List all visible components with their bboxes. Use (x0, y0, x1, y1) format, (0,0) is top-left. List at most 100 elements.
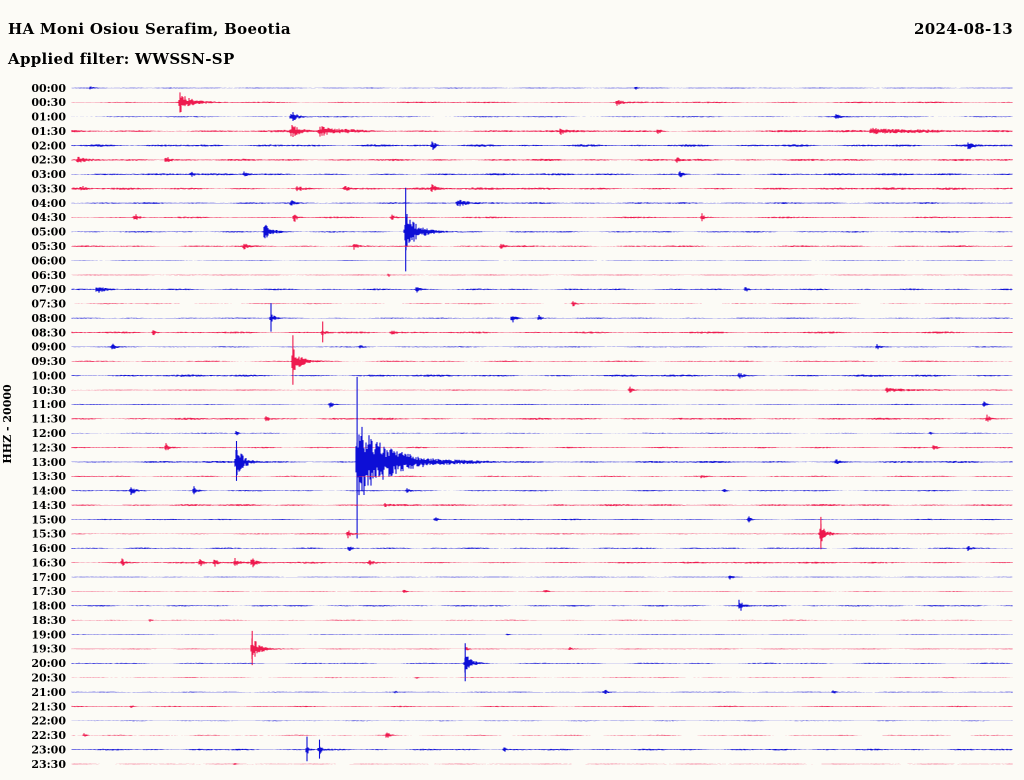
trace-22:30 (71, 732, 1013, 738)
time-label-21:00: 21:00 (31, 686, 66, 699)
trace-05:30 (71, 243, 1013, 250)
time-label-10:00: 10:00 (31, 370, 66, 383)
trace-12:30 (71, 443, 1013, 451)
trace-10:30 (71, 386, 1013, 393)
trace-18:30 (71, 619, 1013, 622)
trace-08:30 (71, 321, 1013, 343)
trace-21:30 (71, 705, 1013, 708)
time-label-06:30: 06:30 (31, 269, 66, 282)
trace-00:30 (71, 92, 1013, 113)
time-label-11:00: 11:00 (31, 398, 66, 411)
trace-08:00 (71, 303, 1013, 332)
trace-14:30 (71, 503, 1013, 507)
trace-16:30 (71, 558, 1013, 568)
trace-07:00 (71, 287, 1013, 293)
time-label-14:00: 14:00 (31, 485, 66, 498)
time-label-02:30: 02:30 (31, 154, 66, 167)
time-label-23:00: 23:00 (31, 743, 66, 756)
time-label-18:30: 18:30 (31, 614, 66, 627)
time-label-03:30: 03:30 (31, 183, 66, 196)
trace-17:00 (71, 575, 1013, 580)
trace-12:00 (71, 431, 1013, 436)
time-label-08:00: 08:00 (31, 312, 66, 325)
trace-11:00 (71, 401, 1013, 408)
time-label-02:00: 02:00 (31, 139, 66, 152)
trace-07:30 (71, 301, 1013, 307)
trace-03:30 (71, 184, 1013, 192)
trace-02:30 (71, 156, 1013, 163)
trace-06:30 (71, 273, 1013, 277)
time-label-12:00: 12:00 (31, 427, 66, 440)
time-label-04:30: 04:30 (31, 211, 66, 224)
trace-13:30 (71, 475, 1013, 479)
time-label-19:30: 19:30 (31, 643, 66, 656)
time-label-15:30: 15:30 (31, 528, 66, 541)
trace-04:30 (71, 213, 1013, 222)
time-label-13:00: 13:00 (31, 456, 66, 469)
time-label-15:00: 15:00 (31, 513, 66, 526)
time-label-17:30: 17:30 (31, 585, 66, 598)
trace-19:30 (71, 630, 1013, 666)
time-label-00:00: 00:00 (31, 82, 66, 95)
trace-20:00 (71, 643, 1013, 682)
time-label-22:30: 22:30 (31, 729, 66, 742)
trace-03:00 (71, 171, 1013, 178)
y-axis-channel-scale-label: HHZ - 20000 (1, 384, 14, 464)
trace-23:00 (71, 736, 1013, 762)
trace-20:30 (71, 677, 1013, 679)
trace-22:00 (71, 720, 1013, 722)
time-label-04:00: 04:00 (31, 197, 66, 210)
time-label-23:30: 23:30 (31, 758, 66, 771)
trace-01:30 (71, 125, 1013, 137)
trace-15:30 (71, 516, 1013, 550)
time-label-01:00: 01:00 (31, 111, 66, 124)
trace-14:00 (71, 486, 1013, 495)
trace-05:00 (71, 187, 1013, 272)
time-label-11:30: 11:30 (31, 413, 66, 426)
trace-00:00 (71, 86, 1013, 90)
time-label-08:30: 08:30 (31, 326, 66, 339)
trace-04:00 (71, 199, 1013, 207)
time-label-20:00: 20:00 (31, 657, 66, 670)
time-label-07:00: 07:00 (31, 283, 66, 296)
trace-10:00 (71, 372, 1013, 379)
time-label-22:00: 22:00 (31, 715, 66, 728)
time-label-03:00: 03:00 (31, 168, 66, 181)
trace-18:00 (71, 599, 1013, 611)
time-label-16:00: 16:00 (31, 542, 66, 555)
trace-17:30 (71, 589, 1013, 593)
trace-01:00 (71, 112, 1013, 121)
time-label-21:30: 21:30 (31, 700, 66, 713)
time-label-09:00: 09:00 (31, 341, 66, 354)
trace-19:00 (71, 633, 1013, 636)
trace-23:30 (71, 763, 1013, 765)
trace-13:00 (71, 377, 1013, 539)
time-label-01:30: 01:30 (31, 125, 66, 138)
trace-06:00 (71, 260, 1013, 261)
trace-09:00 (71, 343, 1013, 350)
time-label-00:30: 00:30 (31, 96, 66, 109)
time-label-14:30: 14:30 (31, 499, 66, 512)
trace-16:00 (71, 546, 1013, 551)
time-label-09:30: 09:30 (31, 355, 66, 368)
time-label-19:00: 19:00 (31, 628, 66, 641)
time-label-20:30: 20:30 (31, 672, 66, 685)
time-label-07:30: 07:30 (31, 298, 66, 311)
time-label-13:30: 13:30 (31, 470, 66, 483)
trace-02:00 (71, 141, 1013, 150)
trace-21:00 (71, 689, 1013, 694)
time-label-12:30: 12:30 (31, 441, 66, 454)
trace-15:00 (71, 516, 1013, 523)
time-label-18:00: 18:00 (31, 600, 66, 613)
trace-09:30 (71, 335, 1013, 385)
trace-11:30 (71, 414, 1013, 422)
time-label-06:00: 06:00 (31, 254, 66, 267)
time-label-16:30: 16:30 (31, 556, 66, 569)
time-label-10:30: 10:30 (31, 384, 66, 397)
time-label-17:00: 17:00 (31, 571, 66, 584)
time-label-05:30: 05:30 (31, 240, 66, 253)
time-label-05:00: 05:00 (31, 226, 66, 239)
